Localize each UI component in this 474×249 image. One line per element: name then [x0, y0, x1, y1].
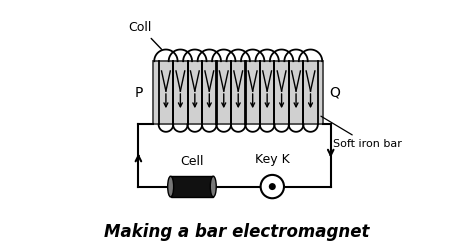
- Text: Coll: Coll: [128, 21, 162, 49]
- Text: Cell: Cell: [180, 155, 204, 168]
- Text: P: P: [135, 86, 143, 100]
- Text: Key K: Key K: [255, 153, 290, 166]
- Bar: [171, 176, 213, 197]
- Circle shape: [269, 183, 276, 190]
- Text: Making a bar electromagnet: Making a bar electromagnet: [104, 223, 370, 241]
- Circle shape: [261, 175, 284, 198]
- Text: Soft iron bar: Soft iron bar: [321, 116, 402, 149]
- Bar: [153, 61, 323, 124]
- Bar: [171, 176, 213, 197]
- Ellipse shape: [168, 176, 173, 197]
- Ellipse shape: [210, 176, 216, 197]
- Text: Q: Q: [329, 86, 340, 100]
